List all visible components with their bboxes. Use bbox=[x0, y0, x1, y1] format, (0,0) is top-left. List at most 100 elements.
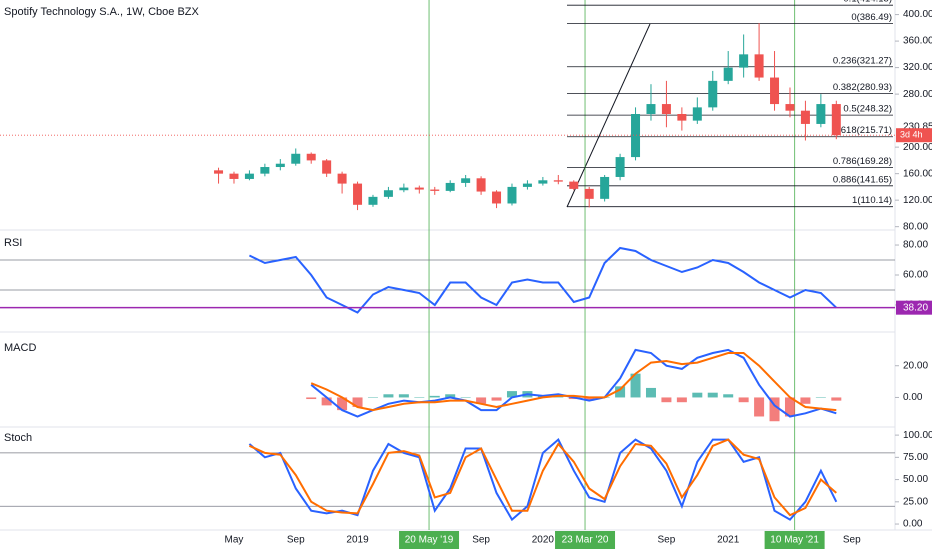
candle-body bbox=[399, 187, 409, 191]
x-tick-label: Sep bbox=[658, 535, 676, 546]
x-tick-label: 23 Mar '20 bbox=[562, 535, 609, 546]
y-tick-label: 120.00 bbox=[903, 195, 932, 206]
last-value-label: 38.20 bbox=[903, 302, 928, 313]
candle-body bbox=[677, 114, 687, 121]
y-tick-label: 320.00 bbox=[903, 62, 932, 73]
candle-body bbox=[383, 190, 393, 197]
x-tick-label: Sep bbox=[472, 535, 490, 546]
histogram-bar bbox=[352, 397, 363, 407]
histogram-bar bbox=[676, 397, 687, 403]
histogram-bar bbox=[661, 397, 672, 403]
histogram-bar bbox=[337, 397, 348, 411]
histogram-bar bbox=[831, 397, 842, 401]
marked-price-label: 230.85 bbox=[903, 121, 932, 132]
candle-body bbox=[538, 180, 548, 184]
candle-body bbox=[291, 153, 301, 164]
y-tick-label: 0.00 bbox=[903, 519, 923, 530]
highlight-label-box bbox=[555, 531, 616, 549]
pane-title: Spotify Technology S.A., 1W, Cboe BZX bbox=[4, 6, 200, 18]
candle-body bbox=[816, 104, 826, 124]
candle-body bbox=[368, 196, 378, 205]
y-tick-label: 80.00 bbox=[903, 221, 928, 232]
candle-body bbox=[646, 104, 656, 114]
histogram-bar bbox=[460, 397, 471, 398]
candle-body bbox=[831, 104, 841, 136]
histogram-bar bbox=[692, 392, 703, 398]
x-tick-label: 2021 bbox=[717, 535, 740, 546]
fib-label: 0.5(248.32) bbox=[843, 104, 892, 115]
candle-body bbox=[615, 157, 625, 177]
candle-body bbox=[708, 80, 718, 108]
candle-body bbox=[584, 188, 594, 199]
histogram-bar bbox=[306, 397, 317, 400]
histogram-bar bbox=[367, 397, 378, 398]
x-tick-label: May bbox=[225, 535, 244, 546]
fib-label: 0.382(280.93) bbox=[833, 82, 892, 93]
indicator-line bbox=[248, 438, 837, 517]
x-tick-label: 20 May '19 bbox=[405, 535, 454, 546]
histogram-bar bbox=[784, 397, 795, 417]
candle-body bbox=[739, 54, 749, 68]
fib-label: 0.618(215.71) bbox=[833, 125, 892, 136]
highlight-label-box bbox=[764, 531, 825, 549]
candle-body bbox=[414, 187, 424, 190]
y-tick-label: 400.00 bbox=[903, 9, 932, 20]
y-tick-label: 80.00 bbox=[903, 240, 928, 251]
candle-body bbox=[322, 160, 332, 174]
fib-label: 0.236(321.27) bbox=[833, 55, 892, 66]
histogram-bar bbox=[800, 397, 811, 404]
y-tick-label: 0.00 bbox=[903, 392, 923, 403]
highlight-label-box bbox=[399, 531, 460, 549]
countdown-label: 3d 4h bbox=[900, 130, 923, 140]
histogram-bar bbox=[615, 386, 626, 398]
x-tick-label: 2020 bbox=[532, 535, 555, 546]
candle-body bbox=[214, 170, 224, 174]
candle-body bbox=[754, 54, 764, 78]
histogram-bar bbox=[321, 397, 332, 406]
countdown-box bbox=[896, 128, 932, 143]
fib-label: -0.1(414.15) bbox=[840, 0, 892, 5]
pane-title: Stoch bbox=[4, 432, 32, 444]
x-tick-label: Sep bbox=[287, 535, 305, 546]
histogram-bar bbox=[815, 397, 826, 398]
histogram-bar bbox=[383, 394, 394, 398]
y-tick-label: 360.00 bbox=[903, 36, 932, 47]
histogram-bar bbox=[491, 397, 502, 401]
candle-body bbox=[785, 104, 795, 111]
y-tick-label: 50.00 bbox=[903, 474, 928, 485]
histogram-bar bbox=[584, 397, 595, 401]
histogram-bar bbox=[645, 387, 656, 398]
x-tick-label: 2019 bbox=[346, 535, 369, 546]
candle-body bbox=[492, 191, 502, 204]
candle-body bbox=[661, 104, 671, 114]
candle-body bbox=[723, 67, 733, 81]
candle-body bbox=[569, 181, 579, 189]
histogram-bar bbox=[414, 397, 425, 398]
histogram-bar bbox=[707, 392, 718, 398]
histogram-bar bbox=[769, 397, 780, 422]
fib-label: 0.786(169.28) bbox=[833, 156, 892, 167]
histogram-bar bbox=[506, 391, 517, 398]
x-tick-label: 10 May '21 bbox=[770, 535, 819, 546]
candle-body bbox=[600, 176, 610, 199]
histogram-bar bbox=[398, 394, 409, 398]
y-tick-label: 280.00 bbox=[903, 89, 932, 100]
pane-title: RSI bbox=[4, 237, 22, 249]
candle-body bbox=[522, 183, 532, 187]
candle-body bbox=[244, 173, 254, 179]
y-tick-label: 160.00 bbox=[903, 168, 932, 179]
y-tick-label: 60.00 bbox=[903, 270, 928, 281]
x-tick-label: Sep bbox=[843, 535, 861, 546]
candle-body bbox=[800, 110, 810, 124]
candle-body bbox=[507, 186, 517, 204]
histogram-bar bbox=[630, 373, 641, 398]
indicator-line bbox=[310, 352, 837, 412]
candle-body bbox=[445, 182, 455, 191]
histogram-bar bbox=[738, 397, 749, 403]
histogram-bar bbox=[445, 394, 456, 398]
candle-body bbox=[337, 173, 347, 184]
